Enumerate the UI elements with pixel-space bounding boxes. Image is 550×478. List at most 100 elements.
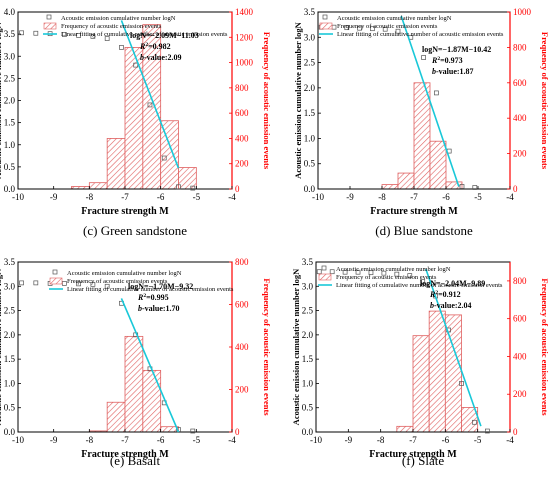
legend: Acoustic emission cumulative number logN…	[319, 14, 504, 38]
x-tick-label: -9	[345, 435, 353, 445]
y-left-tick-label: 0.0	[302, 427, 314, 437]
x-tick-label: -8	[378, 192, 386, 202]
x-tick-label: -7	[409, 435, 417, 445]
y-left-axis-label: Acoustic emission cumulative number logN	[0, 268, 3, 425]
scatter-point	[33, 30, 39, 36]
legend-entry: Linear fitting of cumulative number of a…	[336, 282, 503, 289]
histogram-bar	[106, 138, 126, 190]
scatter-point	[90, 33, 96, 39]
b-value-text: -value:2.04	[434, 301, 472, 310]
y-left-tick-label: 3.5	[4, 257, 16, 267]
x-tick-label: -7	[121, 435, 129, 445]
y-left-tick-label: 1.0	[4, 140, 16, 150]
x-tick-label: -4	[506, 435, 514, 445]
x-tick-label: -7	[121, 192, 129, 202]
b-symbol: b	[432, 67, 436, 76]
y-right-axis-label: Frequency of acoustic emission events	[262, 32, 272, 170]
scatter-point	[421, 55, 426, 60]
fit-annotation: logN=−2.04M−9.89 R2=0.912 b-value:2.04	[420, 279, 485, 310]
legend-entry: Frequency of acoustic emission events	[67, 278, 168, 285]
scatter-point	[147, 102, 153, 108]
panel-caption: (c) Green sandstone	[83, 223, 187, 238]
fit-line	[120, 20, 180, 169]
x-tick-label: -4	[228, 435, 236, 445]
y-left-tick-label: 2.5	[304, 58, 316, 68]
legend-entry: Acoustic emission cumulative number logN	[61, 15, 176, 22]
y-right-tick-label: 0	[513, 184, 518, 194]
legend-entry: Frequency of acoustic emission events	[61, 23, 162, 30]
y-right-tick-label: 800	[513, 276, 527, 286]
x-axis-label: Fracture strength M	[370, 206, 458, 217]
x-tick-label: -7	[410, 192, 418, 202]
scatter-point	[62, 281, 67, 286]
scatter-point	[370, 26, 375, 32]
fit-line	[120, 298, 180, 433]
y-left-tick-label: 3.0	[304, 32, 316, 42]
y-right-tick-label: 600	[235, 300, 249, 310]
superscript-2: 2	[435, 290, 438, 296]
scatter-point	[395, 28, 401, 34]
superscript-2: 2	[145, 42, 148, 48]
b-value: b-value:1.87	[432, 67, 474, 76]
r-squared-symbol: R	[137, 293, 144, 302]
scatter-point	[344, 25, 350, 31]
y-left-tick-label: 2.0	[302, 330, 314, 340]
y-left-tick-label: 1.5	[4, 354, 16, 364]
histogram-bar	[429, 140, 447, 190]
legend-hatch-marker	[318, 273, 332, 281]
histogram-bar	[106, 401, 126, 433]
scatter-point	[76, 281, 81, 287]
scatter-point	[33, 280, 39, 286]
y-right-tick-label: 1200	[235, 32, 254, 42]
y-right-tick-label: 800	[513, 42, 527, 52]
chart-panel-0: -10 -9 -8 -7 -6 -5 -4 0.0 0.5 1.0 1.5 2.0 2.5 3.0 3.5 4…	[0, 7, 272, 238]
panel-caption: (f) Slate	[402, 453, 444, 468]
r-squared-value: =0.982	[148, 42, 171, 51]
fit-annotation: logN=−2.09M−11.03 R2=0.982 b-value:2.09	[130, 31, 199, 62]
r-squared-symbol: R	[429, 290, 436, 299]
x-axis-label: Fracture strength M	[81, 206, 169, 217]
y-right-tick-label: 600	[513, 314, 527, 324]
scatter-point	[485, 428, 490, 434]
x-tick-label: -10	[12, 192, 24, 202]
histogram-bar	[397, 172, 415, 190]
b-symbol: b	[140, 53, 144, 62]
y-right-tick-label: 400	[513, 113, 527, 123]
y-left-tick-label: 2.0	[4, 330, 16, 340]
y-left-axis-label: Acoustic emission cumulative number logN	[293, 21, 303, 178]
y-right-tick-label: 1000	[513, 7, 532, 17]
chart-panel-2: -10 -9 -8 -7 -6 -5 -4 0.0 0.5 1.0 1.5 2.0 2.5 3.0 3.5 0…	[0, 257, 272, 468]
scatter-point	[394, 271, 400, 277]
y-right-tick-label: 1400	[235, 7, 254, 17]
scatter-point	[133, 62, 139, 68]
legend-hatch-marker	[319, 22, 333, 30]
fit-equation: logN=−1.70M−9.32	[128, 282, 193, 291]
scatter-point	[459, 381, 464, 386]
legend-square-marker	[52, 269, 58, 275]
r-squared: R2=0.982	[139, 42, 171, 51]
x-tick-label: -5	[474, 192, 482, 202]
y-left-tick-label: 1.0	[304, 133, 316, 143]
legend-square-marker	[322, 14, 328, 20]
y-left-axis-label: Acoustic emission cumulative number logN	[291, 268, 301, 425]
histogram-bar	[88, 182, 108, 190]
y-right-tick-label: 400	[235, 133, 249, 143]
y-right-tick-label: 0	[235, 184, 240, 194]
scatter-point	[382, 26, 388, 32]
fit-annotation: logN=−1.87M−10.42 R2=0.973 b-value:1.87	[422, 45, 491, 76]
superscript-2: 2	[437, 56, 440, 62]
histogram-bar	[445, 181, 463, 190]
scatter-point	[368, 270, 374, 276]
y-left-tick-label: 0.0	[304, 184, 316, 194]
x-axis-label: Fracture strength M	[369, 449, 457, 460]
y-left-tick-label: 3.5	[304, 7, 316, 17]
y-right-tick-label: 200	[513, 149, 527, 159]
x-tick-label: -9	[50, 192, 58, 202]
b-value-text: -value:1.70	[142, 304, 180, 313]
scatter-point	[381, 270, 387, 276]
y-left-tick-label: 1.5	[304, 108, 316, 118]
legend-entry: Frequency of acoustic emission events	[337, 23, 438, 30]
y-right-tick-label: 600	[513, 78, 527, 88]
histogram-bar	[142, 369, 162, 433]
scatter-point	[331, 24, 337, 30]
